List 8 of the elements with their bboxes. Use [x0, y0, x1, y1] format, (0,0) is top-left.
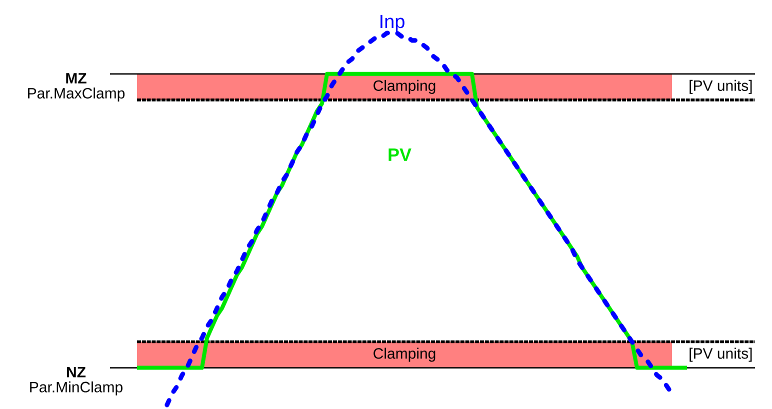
series-label: Inp — [380, 14, 404, 32]
ref-line-label: MZ Par.MaxClamp — [28, 73, 125, 102]
text: [PV units] — [690, 348, 752, 362]
text: PV — [388, 148, 412, 161]
band-label: Clamping — [374, 80, 436, 94]
text: [PV units] — [690, 80, 752, 94]
ref-line-label: NZ Par.MinClamp — [30, 366, 122, 396]
band-label: Clamping — [374, 348, 436, 362]
